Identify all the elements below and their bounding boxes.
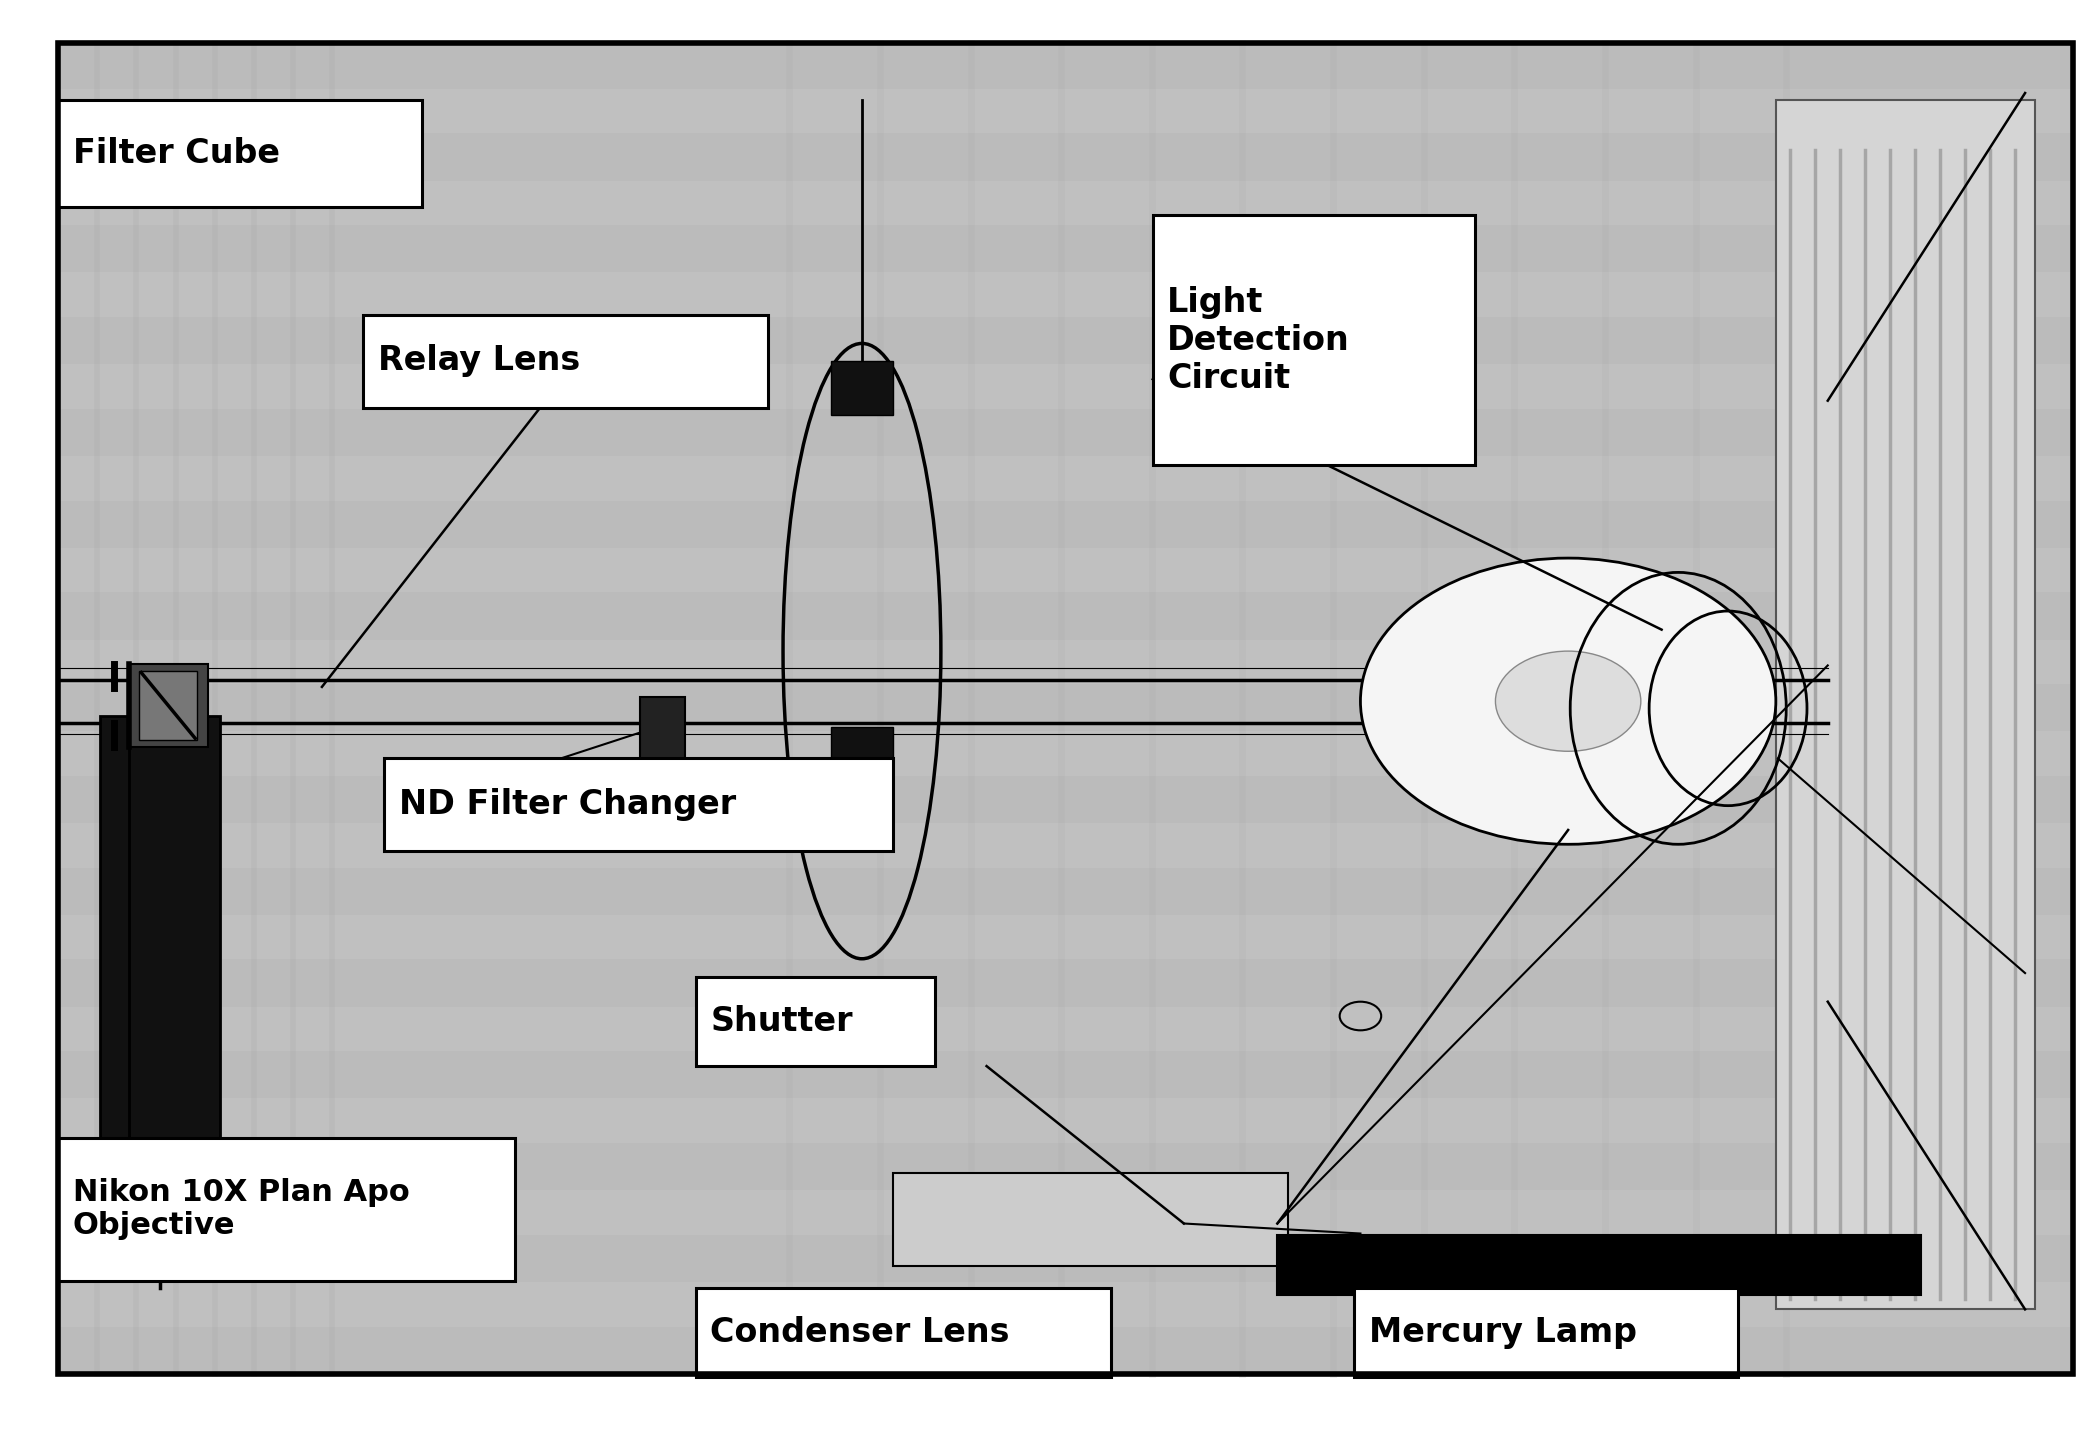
FancyBboxPatch shape (58, 41, 2073, 89)
FancyBboxPatch shape (58, 1052, 2073, 1099)
Circle shape (1495, 651, 1641, 751)
FancyBboxPatch shape (696, 1288, 1111, 1377)
FancyBboxPatch shape (58, 43, 2073, 1374)
FancyBboxPatch shape (1776, 100, 2035, 1309)
FancyBboxPatch shape (384, 758, 893, 851)
FancyBboxPatch shape (58, 501, 2073, 548)
FancyBboxPatch shape (58, 225, 2073, 272)
FancyBboxPatch shape (58, 867, 2073, 914)
FancyBboxPatch shape (58, 133, 2073, 180)
FancyBboxPatch shape (58, 100, 422, 207)
Text: ND Filter Changer: ND Filter Changer (399, 787, 735, 821)
FancyBboxPatch shape (1153, 215, 1475, 465)
FancyBboxPatch shape (58, 592, 2073, 640)
FancyBboxPatch shape (58, 409, 2073, 456)
FancyBboxPatch shape (129, 664, 208, 747)
FancyBboxPatch shape (1354, 1288, 1738, 1377)
FancyBboxPatch shape (640, 697, 685, 768)
Polygon shape (100, 1159, 220, 1209)
FancyBboxPatch shape (696, 977, 935, 1066)
FancyBboxPatch shape (58, 776, 2073, 823)
FancyBboxPatch shape (58, 684, 2073, 731)
FancyBboxPatch shape (58, 1235, 2073, 1282)
FancyBboxPatch shape (100, 716, 220, 1159)
Text: Mercury Lamp: Mercury Lamp (1369, 1315, 1637, 1349)
FancyBboxPatch shape (831, 361, 893, 415)
FancyBboxPatch shape (58, 1138, 515, 1281)
FancyBboxPatch shape (831, 727, 893, 770)
FancyBboxPatch shape (58, 316, 2073, 363)
Text: Light
Detection
Circuit: Light Detection Circuit (1167, 286, 1350, 395)
Text: Condenser Lens: Condenser Lens (710, 1315, 1009, 1349)
FancyBboxPatch shape (893, 1173, 1288, 1266)
FancyBboxPatch shape (1277, 1235, 1921, 1295)
FancyBboxPatch shape (139, 671, 197, 740)
FancyBboxPatch shape (363, 315, 768, 408)
Text: Shutter: Shutter (710, 1005, 854, 1039)
Text: Filter Cube: Filter Cube (73, 136, 280, 170)
FancyBboxPatch shape (58, 959, 2073, 1006)
Circle shape (1360, 558, 1776, 844)
Text: Nikon 10X Plan Apo
Objective: Nikon 10X Plan Apo Objective (73, 1178, 409, 1241)
FancyBboxPatch shape (58, 1327, 2073, 1374)
FancyBboxPatch shape (58, 1143, 2073, 1191)
Text: Relay Lens: Relay Lens (378, 343, 579, 378)
